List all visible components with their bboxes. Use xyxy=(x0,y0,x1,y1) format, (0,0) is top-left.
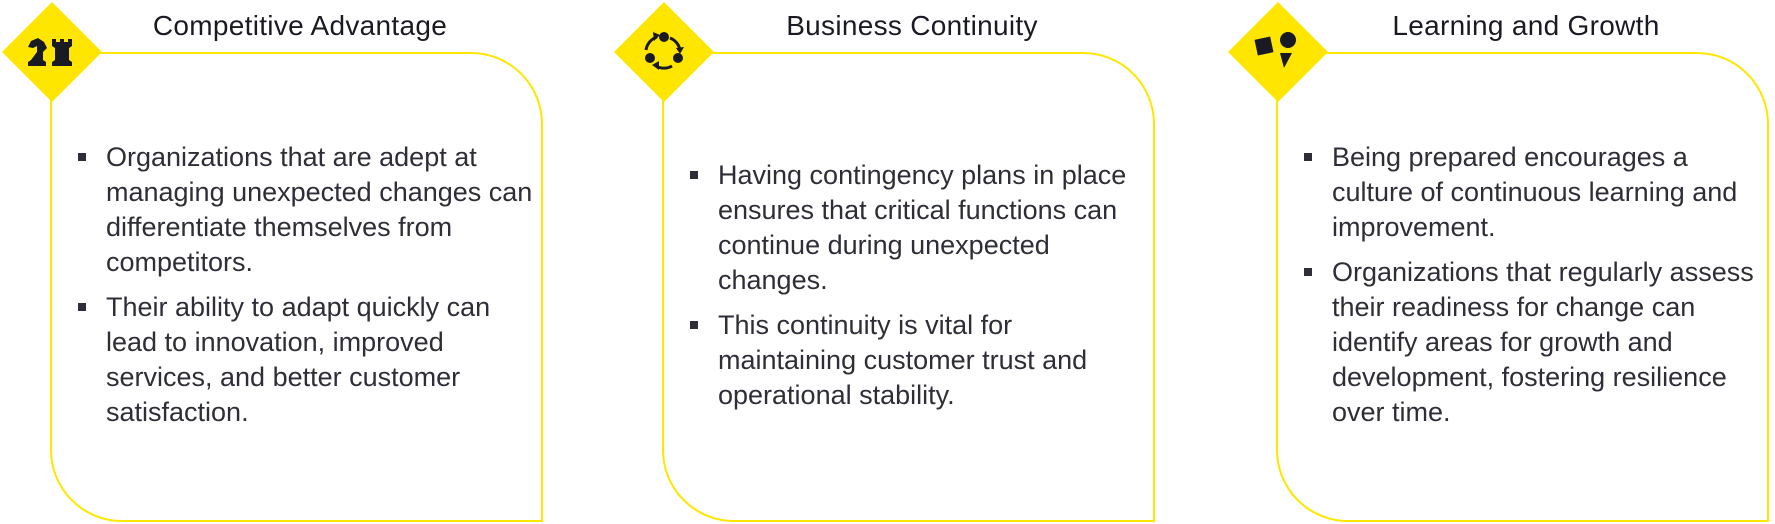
bullet-text: Having contingency plans in place ensure… xyxy=(718,160,1127,295)
bullet-text: Organizations that are adept at managing… xyxy=(106,142,533,277)
badge-diamond xyxy=(0,0,104,104)
bullet-item: Being prepared encourages a culture of c… xyxy=(1304,140,1766,245)
card-frame xyxy=(50,52,543,522)
panel-title: Learning and Growth xyxy=(1392,10,1660,41)
bullet-item: This continuity is vital for maintaining… xyxy=(690,308,1152,413)
shapes-icon xyxy=(1228,2,1328,102)
bullet-item: Their ability to adapt quickly can lead … xyxy=(78,290,540,430)
badge-diamond xyxy=(612,0,716,104)
bullet-item: Organizations that regularly assess thei… xyxy=(1304,255,1766,430)
bullet-square-icon xyxy=(690,321,698,329)
bullet-list: Being prepared encourages a culture of c… xyxy=(1304,140,1766,440)
bullet-text: Organizations that regularly assess thei… xyxy=(1332,257,1754,427)
bullet-item: Having contingency plans in place ensure… xyxy=(690,158,1152,298)
bullet-text: Being prepared encourages a culture of c… xyxy=(1332,142,1738,242)
panel-learning-and-growth: Learning and Growth Being prepared encou… xyxy=(1226,0,1775,524)
card-frame xyxy=(662,52,1155,522)
panel-title: Business Continuity xyxy=(786,10,1038,41)
bullet-text: Their ability to adapt quickly can lead … xyxy=(106,292,491,427)
bullet-square-icon xyxy=(1304,268,1312,276)
bullet-list: Organizations that are adept at managing… xyxy=(78,140,540,440)
bullet-square-icon xyxy=(78,303,86,311)
bullet-list: Having contingency plans in place ensure… xyxy=(690,158,1152,423)
panel-business-continuity: Business Continuity Having contingency p… xyxy=(612,0,1172,524)
chess-pieces-icon xyxy=(2,2,102,102)
bullet-text: This continuity is vital for maintaining… xyxy=(718,310,1088,410)
panel-title: Competitive Advantage xyxy=(152,10,448,41)
bullet-square-icon xyxy=(690,171,698,179)
card-frame xyxy=(1276,52,1769,522)
cycle-arrows-icon xyxy=(614,2,714,102)
bullet-square-icon xyxy=(78,153,86,161)
panel-competitive-advantage: Competitive Advantage Organizations that… xyxy=(0,0,560,524)
bullet-item: Organizations that are adept at managing… xyxy=(78,140,540,280)
bullet-square-icon xyxy=(1304,153,1312,161)
badge-diamond xyxy=(1226,0,1330,104)
